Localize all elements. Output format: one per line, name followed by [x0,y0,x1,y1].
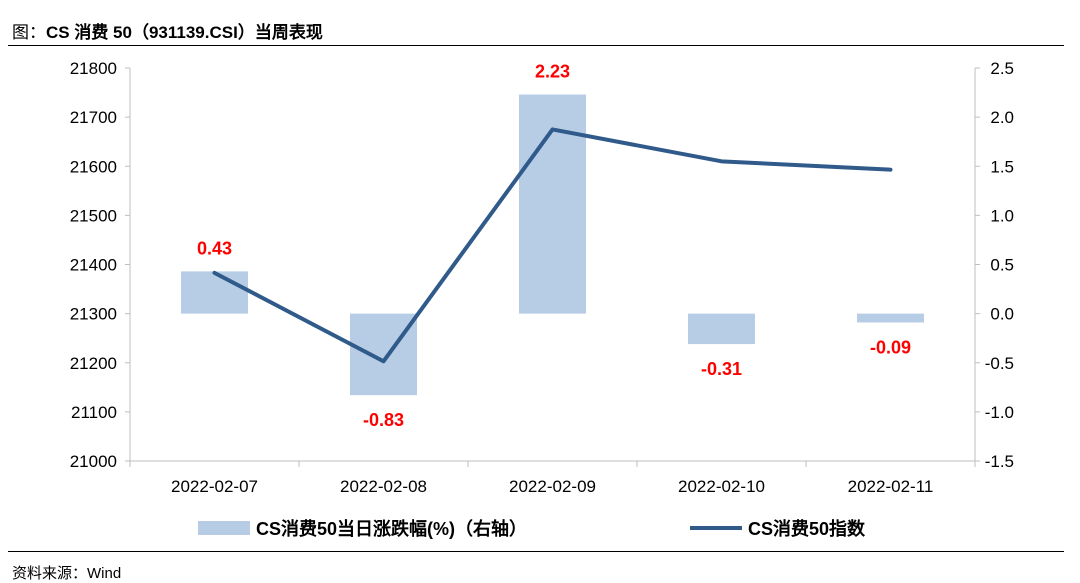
chart-caption: 图：CS 消费 50（931139.CSI）当周表现 [12,18,323,43]
legend-swatch-bar [198,521,250,535]
bar [350,313,417,396]
top-rule [8,45,1064,46]
legend-label-line: CS消费50指数 [748,519,866,539]
y-left-tick-label: 21300 [70,305,117,324]
bottom-rule [8,551,1064,552]
y-left-tick-label: 21700 [70,108,117,127]
y-left-tick-label: 21200 [70,354,117,373]
bar [857,313,924,323]
y-right-tick-label: 2.5 [990,59,1014,78]
x-tick-label: 2022-02-10 [678,477,765,496]
x-tick-label: 2022-02-07 [171,477,258,496]
y-right-tick-label: -0.5 [985,354,1014,373]
source-note: 资料来源：Wind [12,565,122,582]
bar [688,313,755,345]
y-left-tick-label: 21100 [71,403,117,422]
bar-value-label: 0.43 [197,238,232,258]
y-right-tick-label: 1.5 [990,157,1014,176]
bar-value-label: -0.83 [363,410,404,430]
bar-value-label: 2.23 [535,62,570,82]
bar-value-label: -0.31 [701,359,742,379]
y-right-tick-label: 2.0 [990,108,1014,127]
legend-item-line: CS消费50指数 [690,515,865,541]
y-right-tick-label: 0.5 [990,256,1014,275]
bar [519,94,586,314]
bar [181,271,248,314]
caption-title: CS 消费 50（931139.CSI）当周表现 [46,23,323,42]
caption-prefix: 图： [12,23,46,42]
combo-chart: 21800 21700 21600 21500 21400 21300 21200 21100… [70,59,1014,496]
y-right-tick-label: 1.0 [990,206,1014,225]
y-left-tick-label: 21000 [70,452,117,471]
legend-label-bar: CS消费50当日涨跌幅(%)（右轴） [256,519,528,539]
y-right-tick-label: 0.0 [990,305,1014,324]
y-left-tick-label: 21400 [70,256,117,275]
x-tick-label: 2022-02-11 [848,477,934,496]
x-tick-label: 2022-02-09 [509,477,596,496]
y-left-tick-label: 21800 [70,59,117,78]
y-left-tick-label: 21500 [70,206,117,225]
x-tick-label: 2022-02-08 [340,477,427,496]
y-right-tick-label: -1.0 [985,403,1014,422]
legend-item-bar: CS消费50当日涨跌幅(%)（右轴） [198,515,527,541]
y-right-tick-label: -1.5 [985,452,1014,471]
legend-swatch-line [690,526,742,530]
bar-value-label: -0.09 [870,337,911,357]
y-left-tick-label: 21600 [70,157,117,176]
